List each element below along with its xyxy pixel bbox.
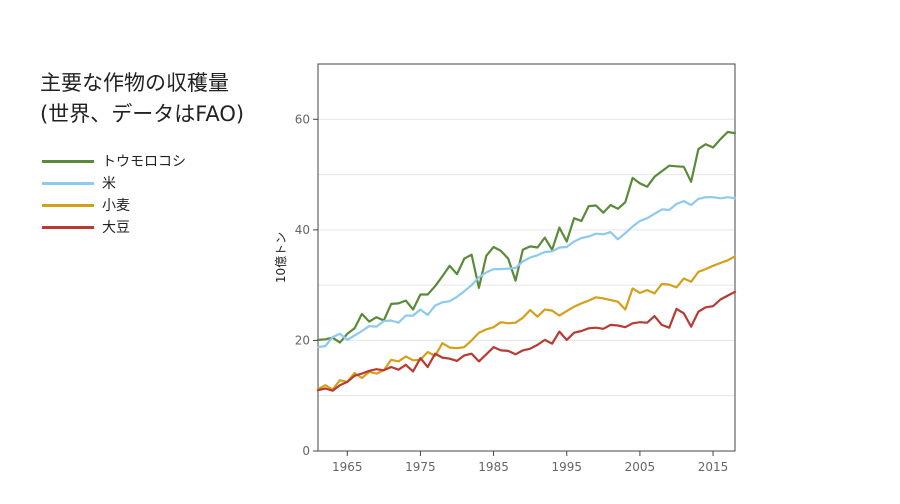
- x-tick-label: 1985: [478, 460, 509, 474]
- y-axis: 0 20 40 60: [295, 112, 318, 458]
- legend-swatch-corn: [42, 159, 94, 163]
- series-line-3: [316, 290, 737, 392]
- x-tick-label: 1995: [551, 460, 582, 474]
- chart-title-line-2: (世界、データはFAO): [40, 102, 245, 126]
- legend-label-corn: トウモロコシ: [102, 154, 186, 170]
- legend-label-rice: 米: [102, 176, 116, 192]
- legend-item-wheat: 小麦: [42, 194, 186, 216]
- x-tick-label: 1965: [332, 460, 363, 474]
- x-axis: 1965 1975 1985 1995 2005 2015: [332, 451, 728, 474]
- legend-swatch-soybean: [42, 225, 94, 229]
- legend-item-corn: トウモロコシ: [42, 150, 186, 172]
- legend-label-soybean: 大豆: [102, 220, 130, 236]
- x-tick-label: 2005: [625, 460, 656, 474]
- y-tick-label: 40: [295, 223, 310, 237]
- legend-item-soybean: 大豆: [42, 216, 186, 238]
- legend: トウモロコシ 米 小麦 大豆: [42, 150, 186, 238]
- y-tick-label: 60: [295, 112, 310, 126]
- x-tick-label: 1975: [405, 460, 436, 474]
- series-layer: [316, 130, 737, 392]
- series-line-0: [316, 130, 737, 344]
- legend-label-wheat: 小麦: [102, 198, 130, 214]
- series-line-2: [316, 255, 737, 391]
- y-tick-label: 20: [295, 333, 310, 347]
- y-axis-title: 10億トン: [274, 232, 288, 283]
- chart-title-line-1: 主要な作物の収穫量: [40, 71, 229, 95]
- legend-swatch-wheat: [42, 203, 94, 207]
- x-tick-label: 2015: [698, 460, 729, 474]
- y-tick-label: 0: [302, 444, 310, 458]
- legend-swatch-rice: [42, 181, 94, 185]
- grid-lines: [318, 118, 735, 397]
- plot-frame: [317, 63, 736, 452]
- chart-title: 主要な作物の収穫量 (世界、データはFAO): [40, 68, 280, 130]
- series-line-1: [316, 196, 737, 349]
- legend-item-rice: 米: [42, 172, 186, 194]
